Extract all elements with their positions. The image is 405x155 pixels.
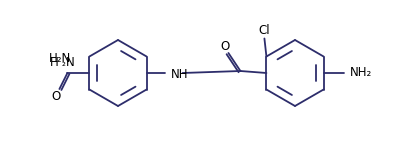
Text: N: N <box>66 57 75 69</box>
Text: H: H <box>50 57 59 69</box>
Text: ₂: ₂ <box>62 58 65 68</box>
Text: NH: NH <box>171 67 188 80</box>
Text: H₂N: H₂N <box>49 53 72 66</box>
Text: NH₂: NH₂ <box>350 66 372 80</box>
Text: Cl: Cl <box>259 24 270 37</box>
Text: O: O <box>221 40 230 53</box>
Text: O: O <box>52 89 61 102</box>
